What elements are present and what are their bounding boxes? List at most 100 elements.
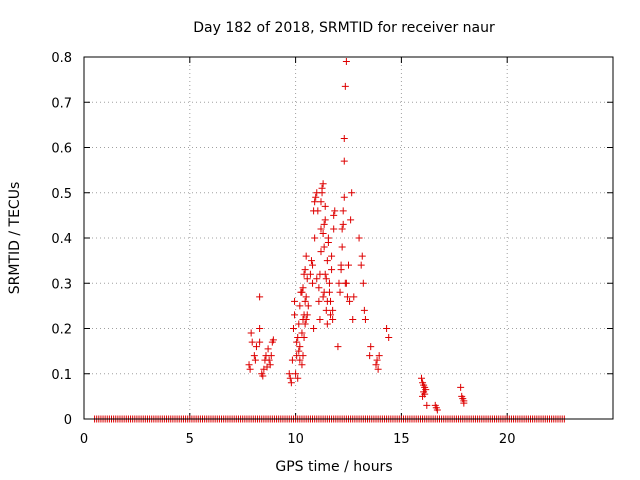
data-point <box>339 220 347 228</box>
data-point <box>256 325 264 332</box>
data-point <box>327 297 335 305</box>
y-tick-label: 0.6 <box>51 142 72 157</box>
data-point <box>309 261 317 269</box>
data-point <box>350 293 358 301</box>
data-point <box>316 315 324 323</box>
data-point <box>264 345 272 353</box>
y-tick-label: 0.4 <box>51 232 72 247</box>
data-point <box>358 252 366 260</box>
data-point <box>291 297 299 305</box>
data-point <box>298 329 306 337</box>
data-point <box>347 216 355 224</box>
data-point <box>348 189 356 197</box>
data-point <box>304 302 312 310</box>
data-point <box>299 284 307 292</box>
data-point <box>320 243 328 251</box>
data-point <box>327 311 335 319</box>
data-point <box>306 270 314 278</box>
data-point <box>298 361 306 369</box>
data-point <box>296 356 304 364</box>
data-point <box>433 406 441 414</box>
data-point <box>375 352 383 360</box>
data-point <box>340 134 348 142</box>
data-point <box>293 338 301 346</box>
data-point <box>338 225 346 233</box>
data-point <box>303 311 311 319</box>
data-point <box>339 207 347 215</box>
data-point <box>324 234 332 242</box>
data-point <box>247 329 255 337</box>
data-point <box>421 390 429 398</box>
data-point <box>423 401 431 409</box>
data-point <box>325 279 333 287</box>
data-point <box>328 266 336 274</box>
x-tick-label: 15 <box>393 432 410 447</box>
data-point <box>336 288 344 296</box>
data-point <box>311 198 319 206</box>
data-point <box>293 352 301 360</box>
data-point <box>329 306 337 314</box>
data-point <box>286 374 294 382</box>
data-point <box>265 356 273 364</box>
data-point <box>321 216 329 224</box>
data-point <box>383 325 391 332</box>
data-point <box>360 306 368 314</box>
data-point <box>269 336 277 344</box>
x-axis-label: GPS time / hours <box>275 459 392 475</box>
data-point <box>295 347 303 355</box>
data-point <box>319 180 327 188</box>
x-tick-label: 10 <box>287 432 304 447</box>
data-point <box>298 288 306 296</box>
data-point <box>248 338 256 346</box>
data-point <box>342 58 350 66</box>
chart-title: Day 182 of 2018, SRMTID for receiver nau… <box>193 20 495 36</box>
data-point <box>342 279 350 287</box>
grid-lines <box>84 57 613 419</box>
data-point <box>310 325 318 332</box>
data-point <box>259 372 267 380</box>
data-point <box>331 207 339 215</box>
x-tick-label: 0 <box>80 432 88 447</box>
data-point <box>296 302 304 310</box>
plot-frame <box>83 56 614 420</box>
data-point <box>311 234 319 242</box>
data-point <box>323 257 331 265</box>
data-point <box>334 343 342 351</box>
data-point <box>294 374 302 382</box>
data-point <box>295 320 303 328</box>
data-point <box>301 266 309 274</box>
data-point <box>374 365 382 373</box>
data-point <box>291 311 299 319</box>
data-point <box>246 365 254 373</box>
y-axis-label: SRMTID / TECUs <box>7 182 23 295</box>
data-point <box>312 193 320 201</box>
data-point <box>320 220 328 228</box>
data-point <box>245 361 253 369</box>
data-point <box>318 184 326 192</box>
data-point <box>345 261 352 269</box>
data-point <box>252 343 260 351</box>
data-point <box>337 261 345 269</box>
data-point <box>325 288 333 296</box>
y-tick-label: 0.3 <box>51 277 72 292</box>
data-point <box>250 352 258 360</box>
data-point <box>341 82 349 90</box>
data-point <box>349 315 357 323</box>
data-point <box>460 399 468 407</box>
data-point <box>301 320 309 328</box>
data-point <box>330 211 338 219</box>
y-tick-label: 0.7 <box>51 96 72 111</box>
data-point <box>361 315 369 323</box>
data-point <box>292 370 300 378</box>
y-tick-label: 0.1 <box>51 368 72 383</box>
data-point <box>422 386 430 394</box>
data-point <box>329 315 337 323</box>
data-point <box>256 338 264 346</box>
data-point <box>309 279 317 287</box>
data-point <box>357 261 365 269</box>
data-point <box>287 379 295 387</box>
data-point <box>301 297 309 305</box>
y-tick-label: 0.5 <box>51 187 72 202</box>
data-point <box>317 225 325 233</box>
